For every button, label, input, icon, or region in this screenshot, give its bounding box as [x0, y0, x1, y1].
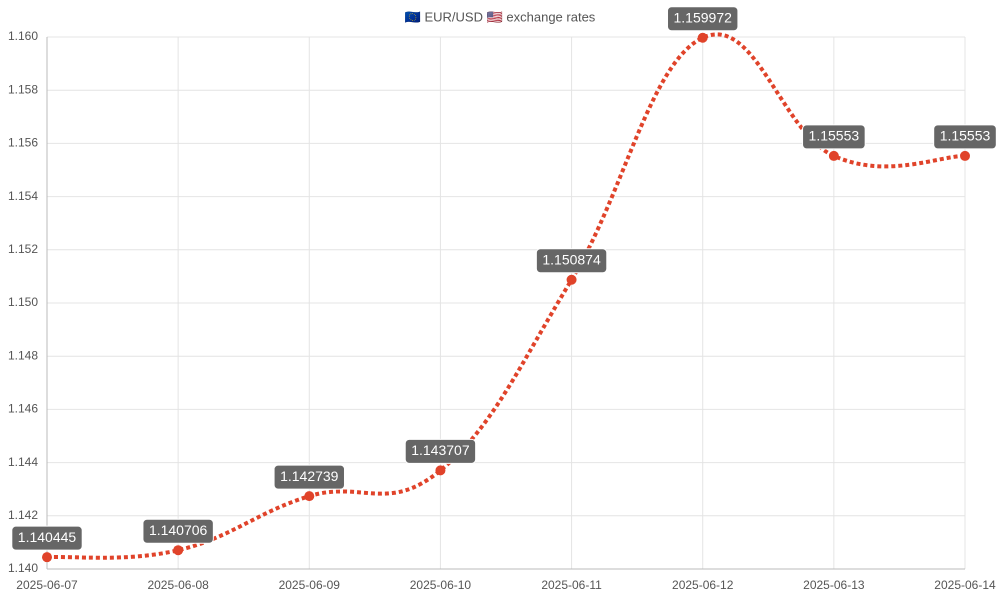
data-label-text: 1.140445: [18, 529, 77, 545]
data-label: 1.143707: [404, 438, 477, 464]
y-tick-label: 1.156: [8, 136, 38, 150]
data-label-box: [273, 464, 345, 490]
data-label-text: 1.15553: [940, 128, 991, 144]
data-label: 1.142739: [273, 464, 345, 490]
data-label-text: 1.140706: [149, 522, 208, 538]
data-label-box: [802, 124, 866, 150]
y-tick-label: 1.142: [8, 508, 38, 522]
x-tick-label: 2025-06-07: [16, 578, 78, 592]
y-tick-label: 1.148: [8, 348, 38, 362]
data-label: 1.150874: [535, 248, 608, 274]
x-tick-label: 2025-06-12: [672, 578, 734, 592]
data-label-box: [142, 518, 214, 544]
point: [566, 274, 577, 285]
y-tick-label: 1.158: [8, 82, 38, 96]
x-tick-label: 2025-06-14: [934, 578, 996, 592]
data-label: 1.15553: [802, 124, 866, 150]
data-label-box: [667, 6, 739, 32]
point: [697, 32, 708, 43]
x-tick-label: 2025-06-09: [279, 578, 341, 592]
y-tick-label: 1.140: [8, 561, 38, 575]
chart-title: 🇪🇺 EUR/USD 🇺🇸 exchange rates: [405, 9, 596, 24]
y-tick-label: 1.150: [8, 295, 38, 309]
data-label: 1.15553: [933, 124, 997, 150]
data-label-text: 1.150874: [542, 251, 601, 267]
point: [42, 552, 52, 563]
point: [304, 491, 315, 502]
data-label-box: [933, 124, 997, 150]
point: [960, 150, 970, 161]
data-label-text: 1.142739: [280, 468, 339, 484]
data-label: 1.140706: [142, 518, 214, 544]
line: [46, 32, 966, 560]
y-tick-label: 1.154: [8, 189, 38, 203]
x-tick-label: 2025-06-13: [803, 578, 865, 592]
y-tick-label: 1.160: [8, 29, 38, 43]
data-label-text: 1.159972: [674, 9, 733, 25]
data-label-box: [404, 438, 477, 464]
y-tick-label: 1.152: [8, 242, 38, 256]
x-tick-label: 2025-06-10: [410, 578, 472, 592]
point: [173, 545, 184, 556]
data-label-box: [535, 248, 608, 274]
y-tick-label: 1.146: [8, 402, 38, 416]
x-tick-label: 2025-06-11: [541, 578, 602, 592]
data-label: 1.140445: [11, 525, 83, 551]
data-label-box: [11, 525, 83, 551]
point: [828, 150, 839, 161]
point: [435, 465, 446, 476]
data-label-text: 1.143707: [411, 442, 470, 458]
data-label-text: 1.15553: [809, 128, 860, 144]
y-tick-label: 1.144: [8, 455, 38, 469]
data-label: 1.159972: [667, 6, 739, 32]
x-tick-label: 2025-06-08: [147, 578, 209, 592]
